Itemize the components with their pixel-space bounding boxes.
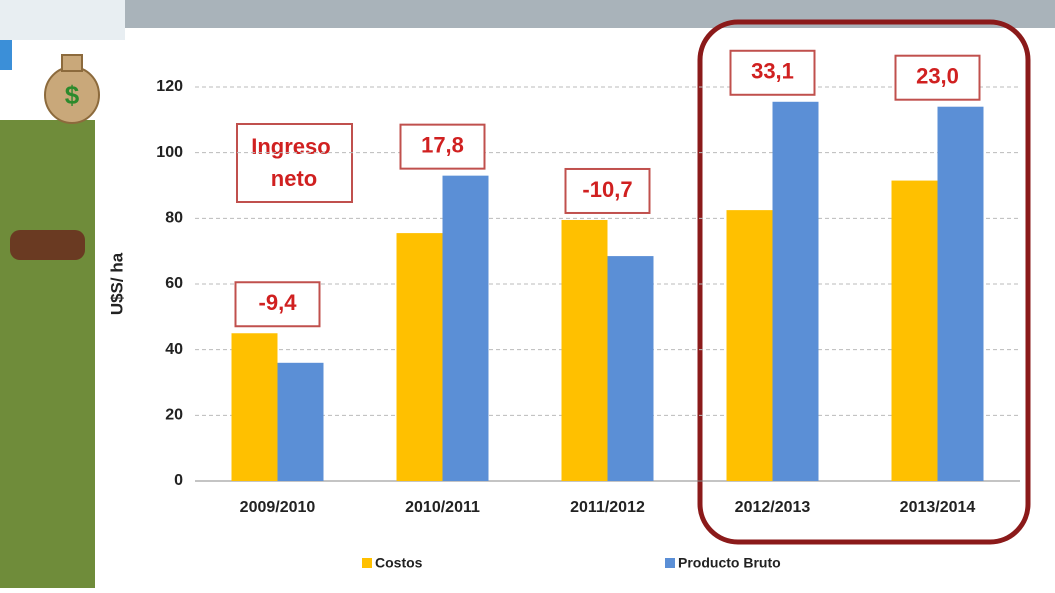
x-tick-label: 2009/2010: [240, 499, 316, 516]
x-tick-label: 2013/2014: [900, 499, 976, 516]
bar: [562, 220, 608, 481]
blue-tab: [0, 40, 12, 70]
y-tick-label: 80: [165, 210, 183, 227]
bar: [608, 256, 654, 481]
legend-label: Costos: [375, 555, 423, 571]
y-tick-label: 120: [156, 78, 183, 95]
legend-swatch: [665, 558, 675, 568]
x-tick-label: 2011/2012: [570, 499, 645, 516]
left-photo-strip: [0, 120, 95, 588]
y-tick-label: 60: [165, 275, 183, 292]
photo-corner: [0, 0, 125, 40]
net-income-title-box: Ingreso neto: [237, 124, 352, 202]
net-income-label: 17,8: [421, 132, 464, 157]
chart: $ U$S/ ha Ingreso neto 0 20 40 60 80 100 120 20…: [0, 0, 1055, 588]
net-income-label: -9,4: [259, 290, 298, 315]
y-tick-label: 20: [165, 407, 183, 424]
bar: [443, 176, 489, 481]
bar: [232, 333, 278, 481]
x-tick-label: 2012/2013: [735, 499, 811, 516]
y-axis-label: U$S/ ha: [107, 252, 126, 315]
net-income-label: -10,7: [582, 177, 632, 202]
svg-text:$: $: [65, 80, 80, 110]
y-tick-label: 40: [165, 341, 183, 358]
bar: [727, 210, 773, 481]
bar: [773, 102, 819, 481]
net-income-label: 33,1: [751, 59, 794, 84]
bar: [892, 181, 938, 481]
legend-label: Producto Bruto: [678, 555, 781, 571]
cow: [10, 230, 85, 260]
legend-swatch: [362, 558, 372, 568]
bar: [938, 107, 984, 481]
y-tick-label: 100: [156, 144, 183, 161]
x-tick-label: 2010/2011: [405, 499, 480, 516]
bar: [397, 233, 443, 481]
net-income-label: 23,0: [916, 64, 959, 89]
y-tick-label: 0: [174, 472, 183, 489]
bar: [278, 363, 324, 481]
